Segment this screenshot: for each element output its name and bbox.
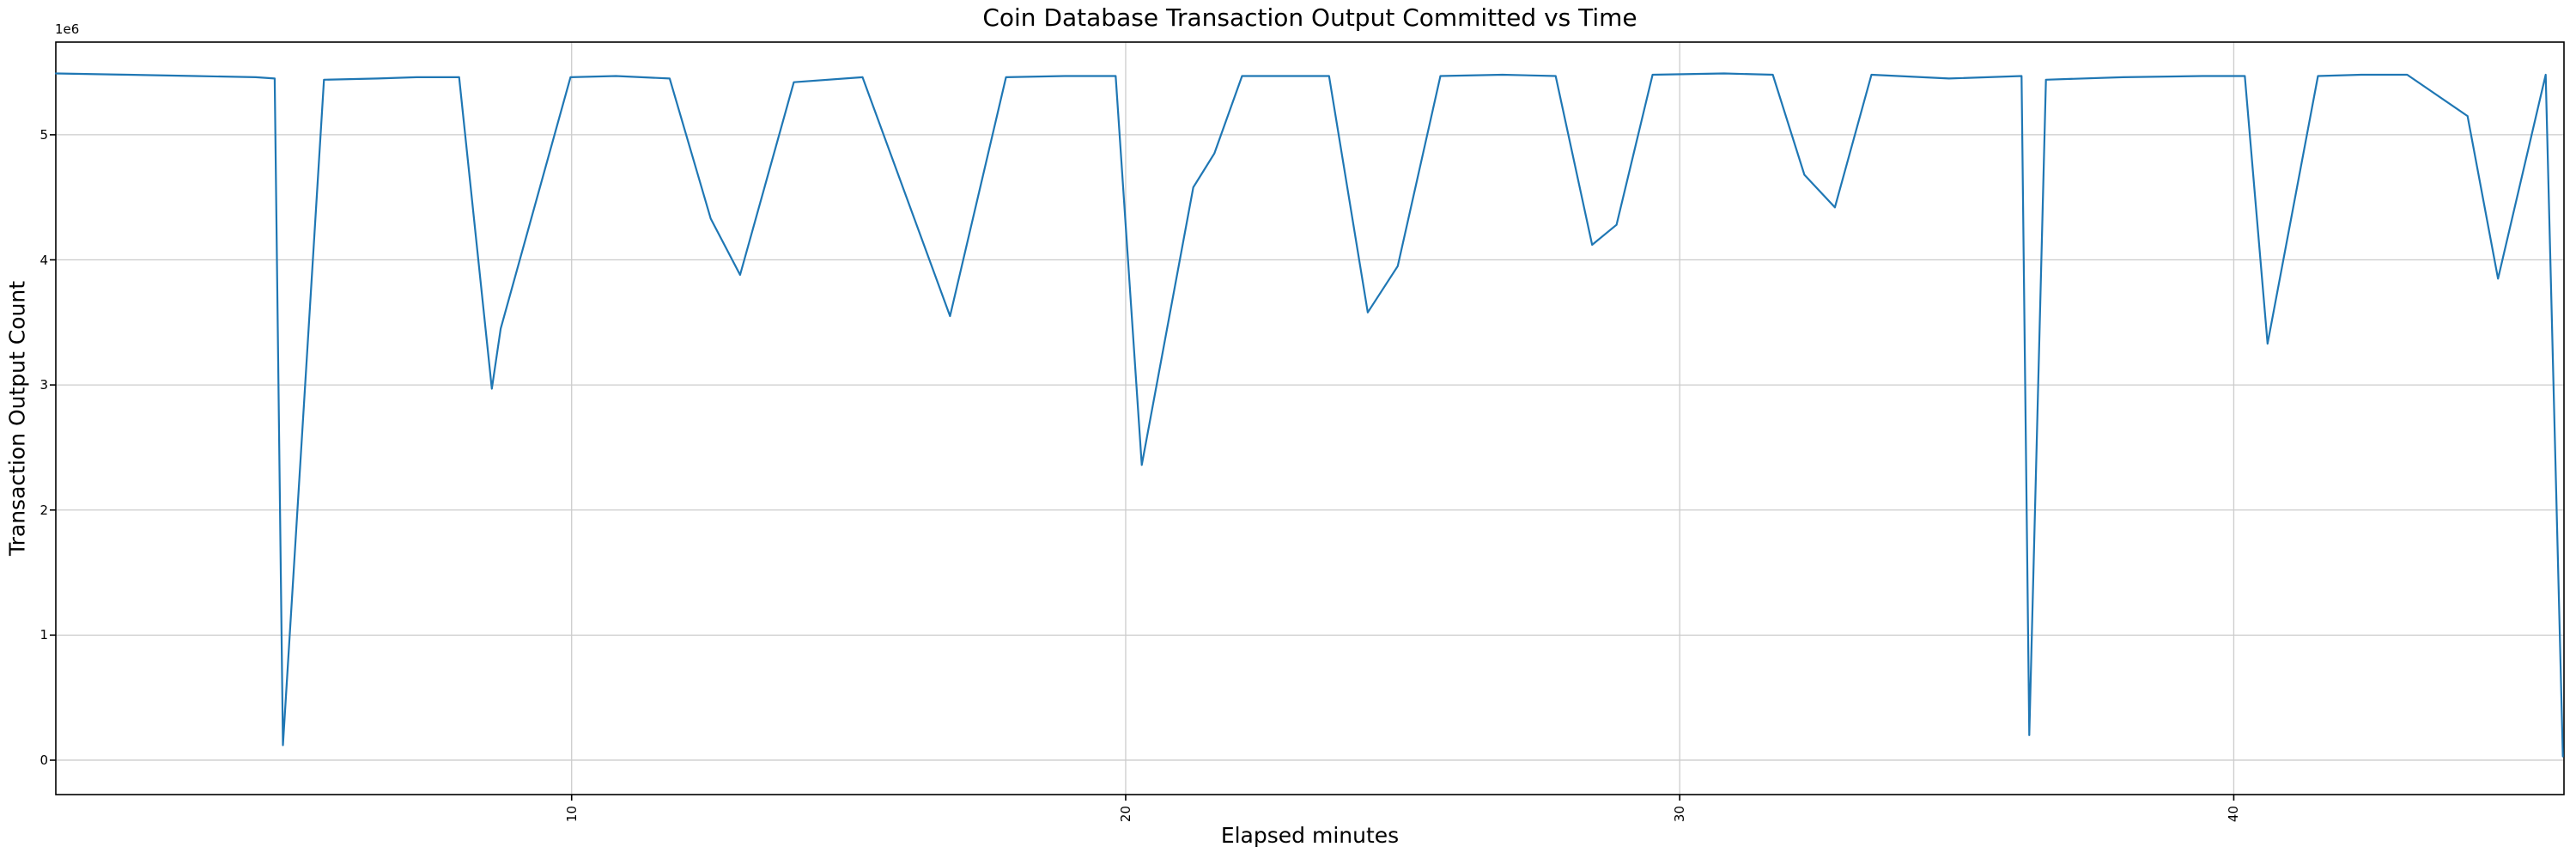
chart-title: Coin Database Transaction Output Committ… — [982, 3, 1637, 32]
plot-border — [55, 41, 2565, 795]
y-tick-label: 5 — [39, 126, 48, 143]
y-axis-offset-label: 1e6 — [55, 21, 80, 37]
x-tick-label: 20 — [1117, 806, 1133, 823]
y-tick-label: 3 — [39, 377, 48, 393]
x-tick-label: 40 — [2226, 806, 2242, 823]
y-tick-label: 4 — [39, 252, 48, 268]
x-tick-label: 30 — [1672, 806, 1688, 823]
x-axis-label: Elapsed minutes — [1220, 823, 1400, 848]
data-line — [54, 72, 2564, 758]
y-tick-label: 0 — [39, 752, 48, 768]
x-tick-label: 10 — [563, 806, 580, 823]
y-tick-label: 2 — [39, 502, 48, 518]
y-tick-label: 1 — [39, 627, 48, 643]
